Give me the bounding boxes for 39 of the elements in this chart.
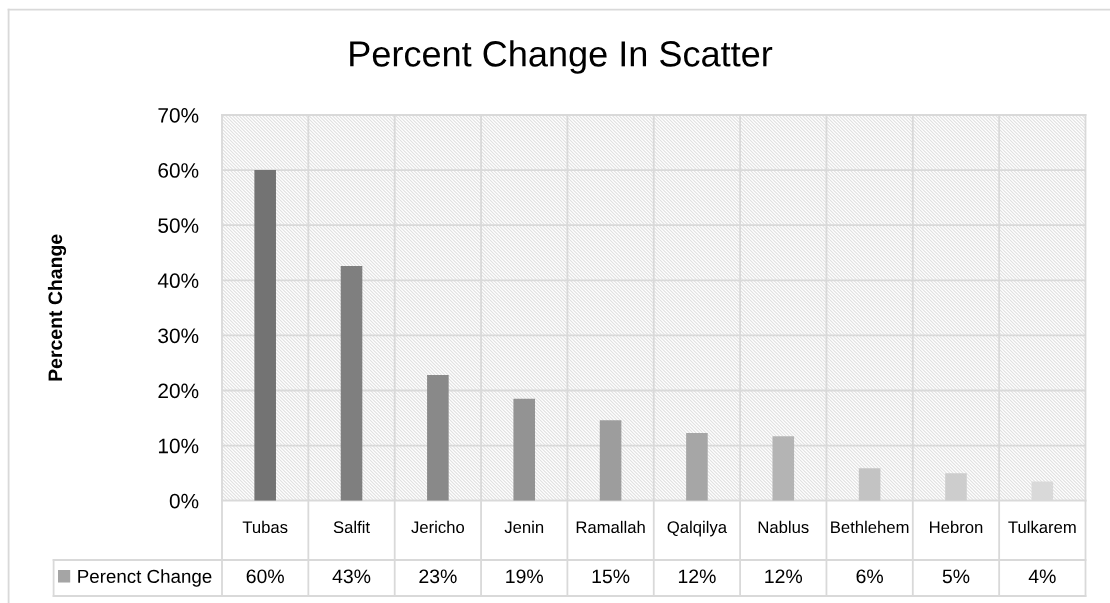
y-tick-label: 50%: [158, 218, 199, 233]
x-tick-label: Tulkarem: [1008, 520, 1076, 534]
data-label: 4%: [1028, 569, 1056, 584]
x-tick-label: Bethlehem: [831, 520, 909, 534]
y-axis-title: Percent Change: [47, 234, 67, 381]
data-label: 19%: [506, 569, 543, 584]
x-tick-label: Qalqilya: [667, 520, 728, 537]
bar: [858, 468, 881, 501]
bar: [427, 375, 449, 501]
y-tick-label: 30%: [158, 328, 199, 344]
data-label: 12%: [765, 569, 803, 584]
y-tick-label: 10%: [158, 438, 199, 454]
legend-label: Perenct Change: [78, 569, 212, 587]
bar: [513, 398, 536, 501]
y-tick-label: 40%: [157, 273, 199, 289]
data-label: 60%: [246, 569, 284, 584]
bar: [599, 420, 622, 501]
bar: [772, 436, 795, 501]
data-label: 43%: [332, 569, 371, 584]
bar: [254, 170, 276, 501]
y-tick-label: 20%: [158, 383, 199, 399]
y-tick-label: 0%: [169, 493, 199, 509]
x-tick-label: Ramallah: [576, 520, 645, 534]
x-tick-label: Tubas: [242, 520, 288, 534]
bar: [340, 265, 363, 501]
data-label: 23%: [419, 569, 457, 584]
data-label: 5%: [942, 569, 970, 584]
x-tick-label: Jenin: [504, 520, 544, 534]
data-label: 6%: [856, 569, 883, 584]
bar: [686, 432, 708, 501]
y-tick-label: 60%: [158, 163, 199, 178]
x-tick-label: Nablus: [758, 520, 809, 534]
x-tick-label: Salfit: [333, 520, 370, 534]
x-tick-label: Hebron: [930, 520, 983, 534]
chart-title: Percent Change In Scatter: [350, 40, 773, 74]
y-tick-label: 70%: [158, 108, 199, 123]
data-label: 15%: [592, 569, 630, 584]
x-tick-label: Jericho: [411, 520, 465, 534]
data-label: 12%: [678, 569, 716, 584]
